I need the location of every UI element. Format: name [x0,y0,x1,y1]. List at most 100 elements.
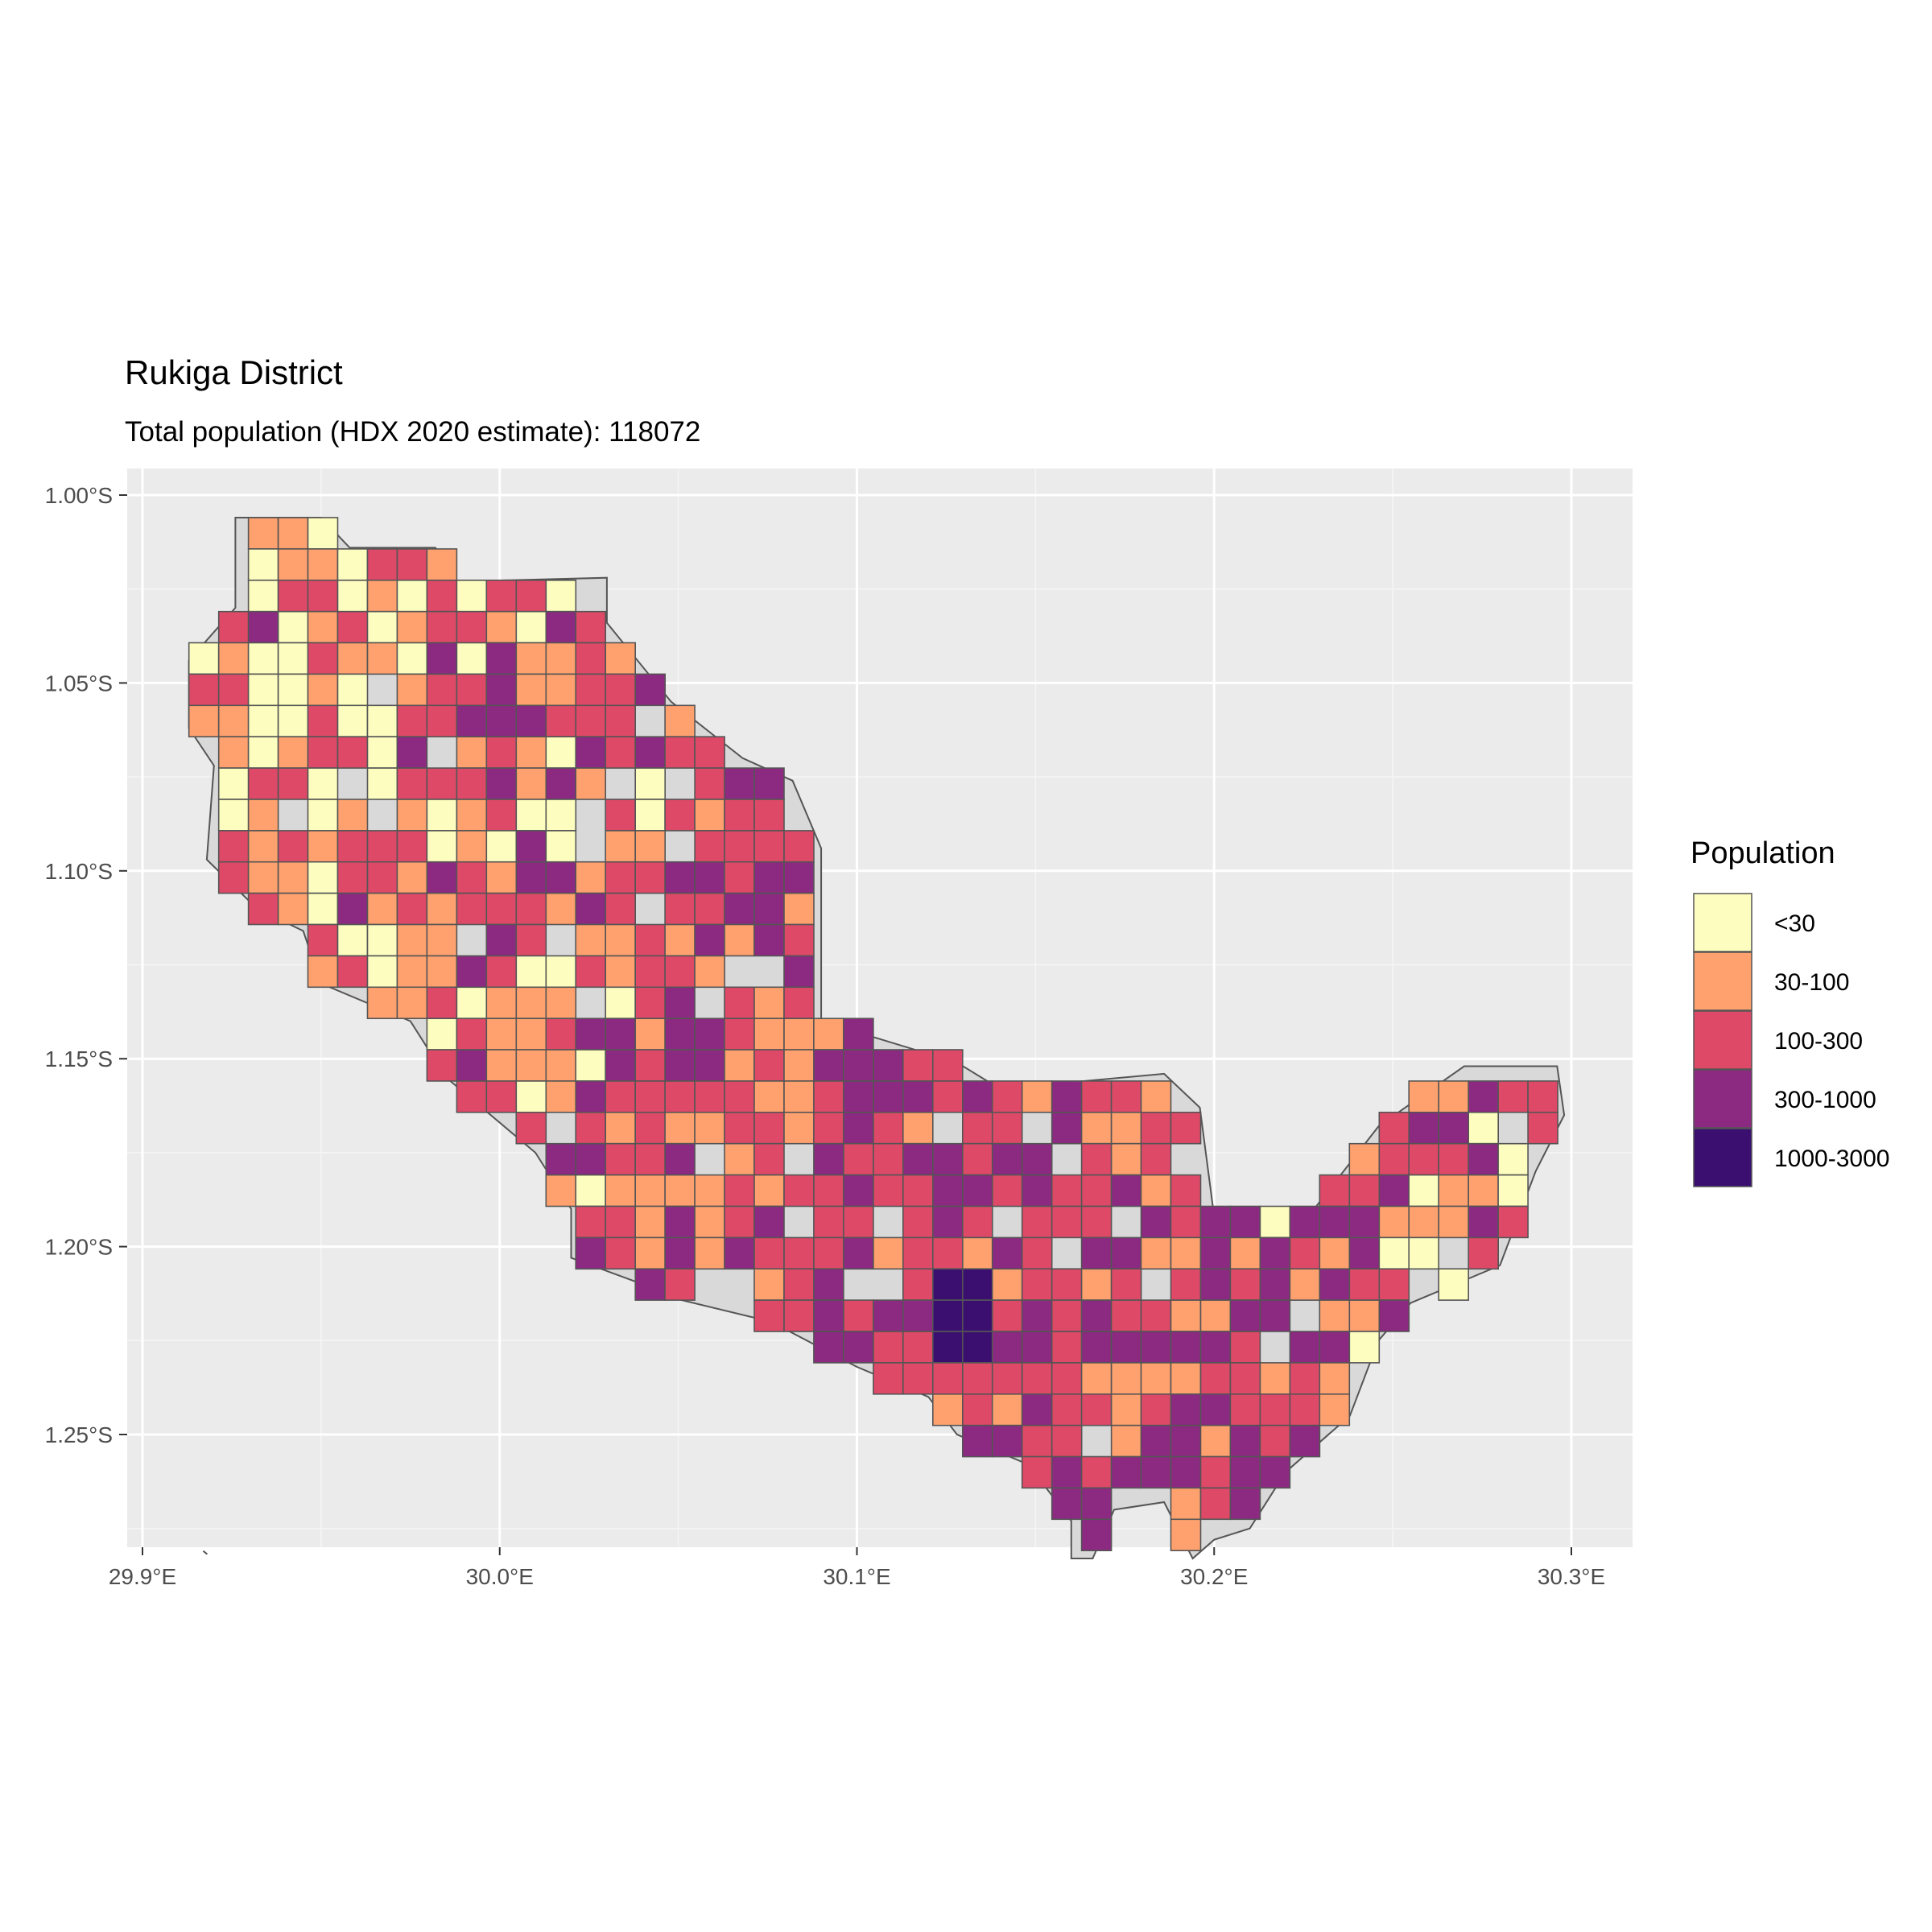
population-cell [396,704,428,737]
x-axis: 29.9°E 30.0°E 30.1°E 30.2°E 30.3°E [109,1547,1605,1589]
population-cell [396,579,428,613]
population-cell [694,767,725,800]
population-cell [1140,1393,1172,1426]
population-cell [1229,1455,1261,1489]
population-cell [1051,1205,1083,1239]
population-cell [1438,1080,1469,1113]
population-cell [396,861,428,894]
population-cell [366,548,398,581]
population-cell [217,861,250,894]
population-cell [1051,1393,1083,1426]
population-cell [1319,1268,1351,1301]
population-cell [694,892,725,926]
population-cell [247,830,279,863]
population-cell [426,548,458,581]
population-cell [991,1142,1023,1176]
population-cell [426,673,458,707]
population-cell [1021,1142,1053,1176]
population-cell [1051,1112,1083,1145]
population-cell [217,610,250,644]
population-cell [902,1049,934,1082]
population-cell [932,1268,964,1301]
population-cell [1259,1299,1291,1332]
population-cell [1110,1424,1142,1458]
population-cell [247,673,279,707]
population-cell [1110,1299,1142,1332]
population-cell [1021,1205,1053,1239]
y-tick-label: 1.20°S [45,1235,113,1260]
population-cell [307,579,339,613]
population-cell [247,642,279,675]
population-cell [1378,1299,1410,1332]
population-cell [813,1299,844,1332]
population-cell [575,955,607,989]
population-cell [1408,1236,1439,1270]
population-cell [724,1236,755,1270]
population-cell [813,1205,844,1239]
population-cell [694,1205,725,1239]
population-cell [396,767,428,800]
population-cell [902,1299,934,1332]
population-cell [605,1142,637,1176]
population-cell [932,1362,964,1395]
population-cell [902,1268,934,1301]
population-cell [783,892,815,926]
population-cell [1080,1236,1113,1270]
population-cell [1259,1236,1291,1270]
population-cell [753,1299,785,1332]
population-cell [426,861,458,894]
population-cell [1080,1455,1113,1489]
population-cell [783,1049,815,1082]
population-cell [991,1236,1023,1270]
population-cell [426,830,458,863]
population-cell [932,1205,964,1239]
population-cell [1140,1299,1172,1332]
x-tick-label: 29.9°E [109,1564,176,1589]
population-cell [217,767,250,800]
population-cell [1170,1455,1202,1489]
population-cell [456,830,488,863]
population-cell [694,861,725,894]
population-cell [1080,1080,1113,1113]
population-cell [813,1174,844,1208]
population-cell [307,767,339,800]
population-cell [664,861,696,894]
population-cell [902,1080,934,1113]
population-cell [1021,1236,1053,1270]
population-cell [545,579,577,613]
population-cell [962,1268,993,1301]
population-cell [1229,1268,1261,1301]
population-cell [605,986,637,1020]
population-cell [485,579,518,613]
population-cell [664,736,696,769]
population-cell [1080,1268,1113,1301]
population-cell [813,1268,844,1301]
population-cell [545,861,577,894]
population-cell [991,1268,1023,1301]
population-cell [962,1142,993,1176]
population-cell [366,861,398,894]
population-cell [902,1112,934,1145]
population-cell [1229,1205,1261,1239]
population-cell [277,704,309,737]
population-cell [217,704,250,737]
population-cell [873,1299,904,1332]
population-cell [753,986,785,1020]
population-cell [873,1049,904,1082]
population-cell [783,1268,815,1301]
population-cell [753,1205,785,1239]
population-cell [336,548,369,581]
population-cell [724,923,755,957]
population-cell [873,1331,904,1364]
population-cell [247,799,279,832]
population-cell [515,704,547,737]
population-cell [336,892,369,926]
population-cell [396,892,428,926]
population-cell [1468,1174,1499,1208]
population-cell [545,1174,577,1208]
population-cell [753,1112,785,1145]
population-cell [188,673,220,707]
population-cell [724,861,755,894]
population-cell [605,1174,637,1208]
population-cell [575,861,607,894]
